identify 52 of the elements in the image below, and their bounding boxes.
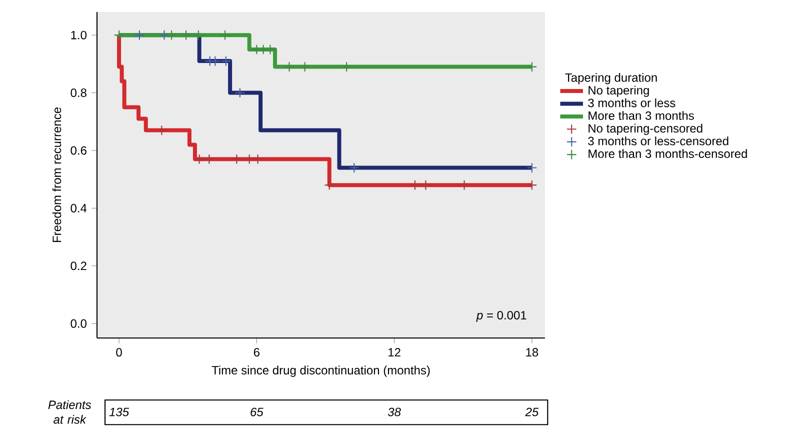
text: 25 — [525, 408, 539, 416]
legend-title: Tapering duration — [565, 73, 657, 84]
legend-label: No tapering-censored — [588, 124, 702, 135]
y-tick-label: 0.8 — [70, 88, 86, 98]
point — [410, 180, 420, 190]
x-tick-label: 6 — [254, 348, 260, 357]
point — [193, 30, 204, 40]
point — [180, 30, 192, 40]
legend-label: 3 months or less — [588, 98, 676, 108]
point — [526, 62, 538, 72]
y-tick-label: 1.0 — [71, 30, 87, 40]
point — [204, 154, 214, 164]
point — [156, 125, 167, 136]
y-tick-label: 0.2 — [70, 262, 86, 270]
point — [166, 30, 177, 40]
y-tick-label: 0.0 — [70, 319, 87, 328]
text: 38 — [388, 408, 401, 416]
annotation: p = 0.001 — [476, 310, 526, 322]
point — [526, 180, 538, 190]
point — [194, 154, 205, 164]
point — [459, 180, 470, 190]
legend-label: More than 3 months — [588, 111, 694, 120]
point — [220, 56, 232, 66]
point — [232, 154, 242, 164]
y-axis-title: Freedom from recurrence — [52, 108, 62, 242]
point — [252, 154, 264, 164]
text: Patients at risk — [48, 400, 92, 424]
point — [526, 162, 538, 173]
x-tick-label: 0 — [116, 348, 122, 357]
point — [159, 30, 170, 40]
point — [284, 62, 294, 72]
text: 65 — [250, 408, 264, 416]
y-tick-label: 0.6 — [70, 146, 86, 155]
point — [341, 62, 352, 72]
legend-label: 3 months or less-censored — [588, 136, 728, 146]
point — [244, 154, 255, 164]
point — [234, 88, 246, 98]
x-axis-title: Time since drug discontinuation (months) — [212, 366, 430, 377]
point — [348, 162, 360, 173]
y-tick-label: 0.4 — [70, 204, 87, 212]
point — [134, 30, 145, 40]
point — [114, 30, 124, 40]
x-tick-label: 12 — [388, 348, 400, 356]
text: 135 — [109, 408, 130, 416]
point — [210, 56, 220, 66]
point — [324, 180, 335, 190]
x-tick-label: 18 — [526, 348, 538, 357]
point — [300, 62, 310, 72]
point — [220, 30, 230, 40]
point — [420, 180, 431, 190]
legend-label: No tapering — [588, 86, 649, 97]
legend-label: More than 3 months-censored — [588, 149, 747, 158]
